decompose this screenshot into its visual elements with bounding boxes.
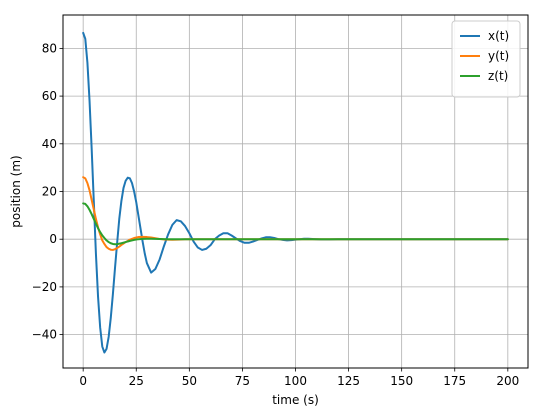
y-tick-label: 80 [42,41,57,55]
y-tick-label: −40 [32,328,57,342]
legend-label-yt: y(t) [488,49,509,63]
y-tick-label: −20 [32,280,57,294]
x-tick-label: 25 [129,374,144,388]
x-tick-label: 100 [284,374,307,388]
y-axis-title: position (m) [9,155,23,227]
x-tick-label: 75 [235,374,250,388]
y-tick-label: 60 [42,89,57,103]
y-tick-label: 20 [42,185,57,199]
y-tick-label: 0 [49,232,57,246]
x-axis-title: time (s) [272,393,319,407]
legend: x(t) y(t) z(t) [451,20,521,98]
y-tick-label: 40 [42,137,57,151]
x-tick-label: 0 [79,374,87,388]
series-line-zt [82,202,509,246]
legend-label-xt: x(t) [488,29,509,43]
ticks: 0 25 50 75 100 125 150 175 200 −40 −20 0 20 40 60 80 [32,41,520,388]
legend-box [451,20,521,98]
x-tick-label: 175 [443,374,466,388]
series-layer [82,31,509,354]
legend-label-zt: z(t) [488,69,508,83]
x-tick-label: 50 [182,374,197,388]
x-tick-label: 150 [390,374,413,388]
x-tick-label: 125 [337,374,360,388]
x-tick-label: 200 [496,374,519,388]
